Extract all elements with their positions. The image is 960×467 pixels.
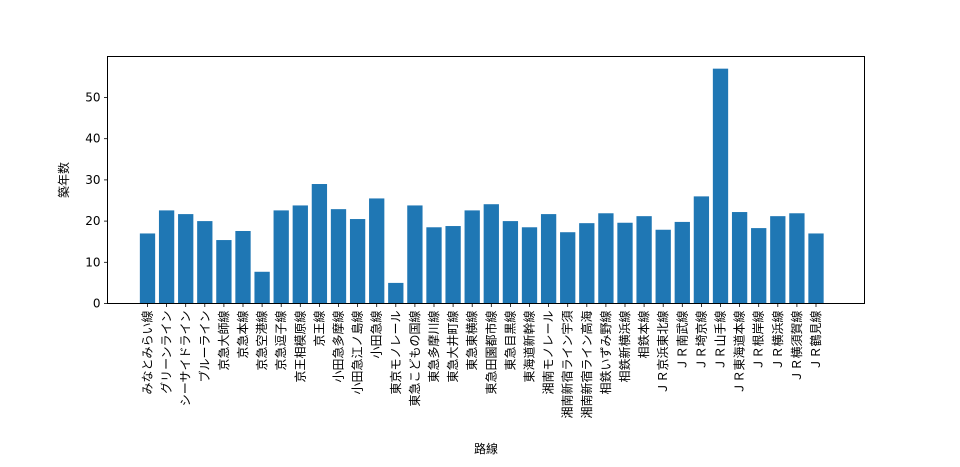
x-tick-label-0: みなとみらい線 <box>140 311 155 395</box>
bar-32 <box>751 228 767 304</box>
bar-5 <box>235 230 251 304</box>
x-tick-label-27: ＪＲ京浜東北線 <box>655 311 670 395</box>
x-tick-label-16: 東急大井町線 <box>445 311 460 383</box>
x-tick-label-21: 湘南モノレール <box>541 311 556 395</box>
x-tick-label-30: ＪＲ山手線 <box>713 311 728 371</box>
x-tick-label-14: 東急こどもの国線 <box>407 311 422 407</box>
bar-25 <box>617 222 633 304</box>
bar-13 <box>388 282 404 304</box>
bar-4 <box>216 240 232 304</box>
x-tick-label-8: 京王相模原線 <box>292 311 307 383</box>
bar-21 <box>540 214 557 304</box>
y-tick-label-2: 20 <box>85 214 100 228</box>
x-tick-label-25: 相鉄新横浜線 <box>617 311 632 383</box>
x-tick-label-13: 東京モノレール <box>389 311 403 395</box>
x-tick-label-5: 京急本線 <box>235 311 250 359</box>
bar-9 <box>311 184 328 304</box>
x-tick-label-32: ＪＲ根岸線 <box>751 311 766 371</box>
y-axis-title: 築年数 <box>56 162 71 198</box>
bar-19 <box>502 221 519 304</box>
x-tick-label-11: 小田急江ノ島線 <box>350 311 365 395</box>
bar-30 <box>712 68 729 304</box>
bar-11 <box>349 219 366 304</box>
x-tick-label-4: 京急大師線 <box>216 311 231 371</box>
x-ticks-group: みなとみらい線 グリーンライン シーサイドライン ブルーライン 京急大師線 京急本線 京急空… <box>140 303 823 419</box>
bar-10 <box>330 209 347 304</box>
bar-24 <box>598 213 614 304</box>
bar-15 <box>426 227 442 304</box>
x-tick-label-24: 相鉄いずみ野線 <box>598 311 613 395</box>
bar-6 <box>254 271 270 304</box>
bar-27 <box>655 229 671 304</box>
x-tick-label-34: ＪＲ横須賀線 <box>789 311 804 383</box>
bar-20 <box>521 227 538 304</box>
x-tick-label-29: ＪＲ埼京線 <box>693 311 708 371</box>
bar-28 <box>674 221 690 304</box>
bar-17 <box>464 210 480 304</box>
x-tick-label-17: 東急東横線 <box>464 311 479 371</box>
plot-frame <box>107 56 865 304</box>
x-tick-label-6: 京急空港線 <box>254 311 269 371</box>
bar-12 <box>369 198 385 304</box>
x-tick-label-3: ブルーライン <box>197 311 212 383</box>
x-tick-label-1: グリーンライン <box>160 311 174 394</box>
x-tick-label-20: 東海道新幹線 <box>522 311 537 383</box>
x-tick-label-18: 東急田園都市線 <box>483 311 498 395</box>
y-tick-label-1: 10 <box>85 255 100 269</box>
x-tick-label-15: 東急多摩川線 <box>426 311 441 383</box>
x-tick-label-19: 東急目黒線 <box>502 311 517 371</box>
x-tick-label-10: 小田急多摩線 <box>331 311 346 383</box>
x-tick-label-31: ＪＲ東海道本線 <box>732 311 747 395</box>
bar-16 <box>445 226 461 304</box>
x-axis-title: 路線 <box>474 441 498 456</box>
y-tick-label-3: 30 <box>85 173 100 187</box>
y-tick-label-5: 50 <box>85 91 100 105</box>
bar-0 <box>139 233 156 304</box>
x-tick-label-9: 京王線 <box>311 311 326 347</box>
bar-2 <box>178 214 194 304</box>
bar-7 <box>273 210 289 304</box>
x-tick-label-35: ＪＲ鶴見線 <box>808 311 823 371</box>
y-tick-label-0: 0 <box>93 297 101 311</box>
bars-group <box>139 68 824 304</box>
x-tick-label-2: シーサイドライン <box>179 311 193 407</box>
bar-26 <box>636 216 652 304</box>
bar-14 <box>407 205 423 304</box>
bar-23 <box>579 223 595 304</box>
y-tick-label-4: 40 <box>85 132 100 146</box>
bar-31 <box>731 212 748 304</box>
x-tick-label-12: 小田急線 <box>369 311 384 359</box>
bar-34 <box>789 213 805 304</box>
bar-1 <box>158 210 175 304</box>
bar-3 <box>197 221 213 304</box>
x-tick-label-26: 相鉄本線 <box>636 311 651 359</box>
x-tick-label-28: ＪＲ南武線 <box>674 311 689 371</box>
bar-18 <box>483 204 499 304</box>
bar-35 <box>808 233 824 304</box>
bar-22 <box>560 232 576 304</box>
bar-8 <box>292 205 308 304</box>
bar-33 <box>770 216 786 304</box>
x-tick-label-33: ＪＲ横浜線 <box>770 311 785 371</box>
x-tick-label-22: 湘南新宿ライン宇須 <box>560 311 575 419</box>
y-ticks-group: 0 10 20 30 40 50 <box>85 91 108 311</box>
bar-29 <box>693 196 710 304</box>
x-tick-label-7: 京急逗子線 <box>273 311 288 371</box>
x-tick-label-23: 湘南新宿ライン高海 <box>579 311 594 419</box>
